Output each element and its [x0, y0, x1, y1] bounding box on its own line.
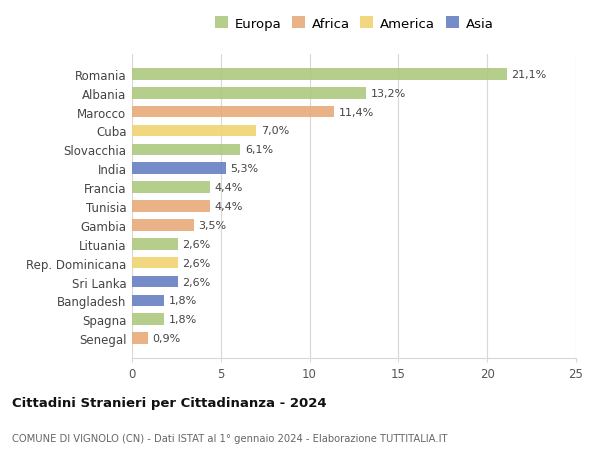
Bar — [132, 295, 164, 307]
Bar — [132, 144, 241, 156]
Bar — [132, 106, 334, 118]
Bar — [132, 276, 178, 288]
Text: 2,6%: 2,6% — [182, 258, 211, 268]
Text: COMUNE DI VIGNOLO (CN) - Dati ISTAT al 1° gennaio 2024 - Elaborazione TUTTITALIA: COMUNE DI VIGNOLO (CN) - Dati ISTAT al 1… — [12, 433, 448, 442]
Bar — [132, 201, 210, 213]
Legend: Europa, Africa, America, Asia: Europa, Africa, America, Asia — [212, 15, 496, 34]
Bar — [132, 314, 164, 325]
Text: 0,9%: 0,9% — [152, 333, 181, 343]
Bar — [132, 88, 367, 99]
Bar — [132, 69, 507, 80]
Text: 4,4%: 4,4% — [215, 202, 243, 212]
Bar — [132, 182, 210, 194]
Bar — [132, 333, 148, 344]
Text: 7,0%: 7,0% — [261, 126, 289, 136]
Text: 1,8%: 1,8% — [169, 314, 197, 325]
Bar — [132, 238, 178, 250]
Bar — [132, 125, 256, 137]
Bar — [132, 163, 226, 175]
Text: 6,1%: 6,1% — [245, 145, 273, 155]
Text: 5,3%: 5,3% — [230, 164, 259, 174]
Text: 2,6%: 2,6% — [182, 239, 211, 249]
Text: 4,4%: 4,4% — [215, 183, 243, 193]
Text: 2,6%: 2,6% — [182, 277, 211, 287]
Text: 3,5%: 3,5% — [199, 220, 227, 230]
Text: 13,2%: 13,2% — [371, 89, 406, 99]
Bar — [132, 219, 194, 231]
Text: Cittadini Stranieri per Cittadinanza - 2024: Cittadini Stranieri per Cittadinanza - 2… — [12, 396, 326, 409]
Bar — [132, 257, 178, 269]
Text: 1,8%: 1,8% — [169, 296, 197, 306]
Text: 21,1%: 21,1% — [511, 70, 547, 80]
Text: 11,4%: 11,4% — [339, 107, 374, 118]
